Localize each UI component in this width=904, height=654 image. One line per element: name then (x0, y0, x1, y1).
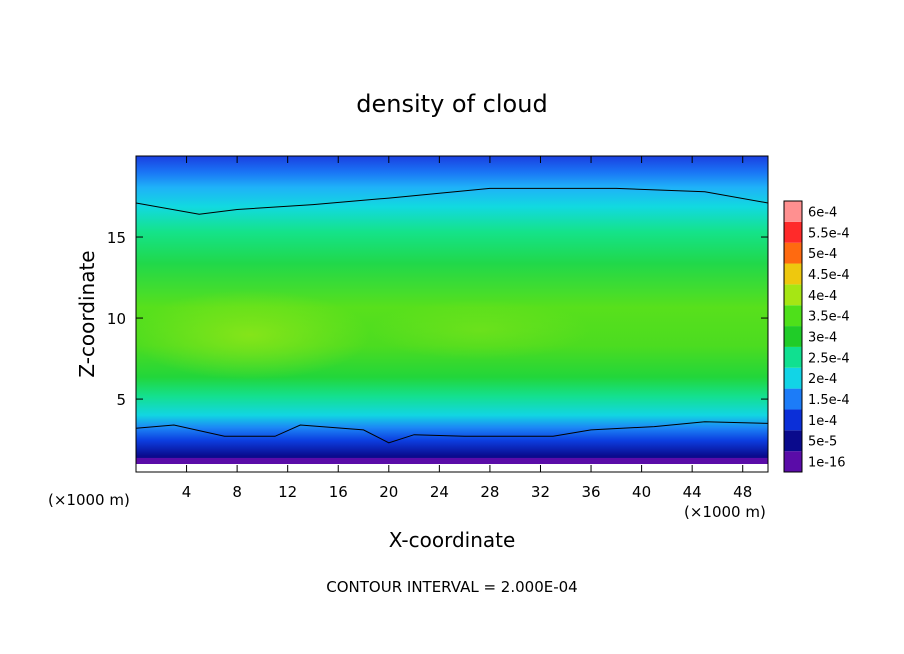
ground-band (136, 458, 768, 464)
colorbar-swatch (784, 451, 802, 472)
x-tick-label: 48 (733, 483, 752, 501)
density-core-secondary (370, 300, 590, 360)
x-tick-label: 20 (379, 483, 398, 501)
contour-line-upper (136, 187, 768, 215)
x-tick-label: 12 (278, 483, 297, 501)
colorbar-swatch (784, 409, 802, 431)
chart-title: density of cloud (356, 90, 547, 118)
colorbar-swatch (784, 430, 802, 452)
colorbar-label: 1.5e-4 (808, 393, 850, 408)
colorbar-swatch (784, 388, 802, 410)
colorbar-swatch (784, 242, 802, 264)
colorbar-label: 6e-4 (808, 205, 837, 220)
colorbar-swatch (784, 284, 802, 306)
y-axis: 5 10 15 (107, 229, 768, 409)
x-tick-label: 28 (480, 483, 499, 501)
x-tick-label: 8 (232, 483, 242, 501)
y-tick-label: 5 (116, 391, 126, 409)
ground-surface (136, 464, 768, 472)
x-unit-left: (×1000 m) (48, 491, 130, 509)
contour-lines (136, 187, 768, 444)
colorbar-label: 4e-4 (808, 289, 837, 304)
colorbar-label: 3e-4 (808, 331, 837, 346)
colorbar-swatch (784, 367, 802, 389)
y-axis-label: Z-coordinate (75, 250, 99, 377)
y-tick-label: 15 (107, 229, 126, 247)
plot-frame (135, 155, 769, 473)
density-core (136, 290, 370, 380)
x-tick-label: 32 (531, 483, 550, 501)
x-axis-label: X-coordinate (389, 528, 516, 552)
plot-area (136, 156, 768, 472)
y-tick-label: 10 (107, 310, 126, 328)
colorbar-label: 3.5e-4 (808, 310, 850, 325)
colorbar-label: 1e-16 (808, 456, 846, 471)
x-tick-label: 24 (430, 483, 449, 501)
colorbar-label: 2.5e-4 (808, 351, 850, 366)
colorbar-label: 4.5e-4 (808, 268, 850, 283)
colorbar-label: 2e-4 (808, 372, 837, 387)
contour-interval-note: CONTOUR INTERVAL = 2.000E-04 (326, 578, 577, 596)
colorbar-swatch (784, 201, 802, 222)
x-tick-label: 36 (581, 483, 600, 501)
colorbar-label: 5e-5 (808, 435, 837, 450)
colorbar-swatch (784, 326, 802, 347)
colorbar-swatch (784, 305, 802, 327)
x-tick-label: 4 (182, 483, 192, 501)
x-tick-label: 44 (683, 483, 702, 501)
x-axis: 4 8 12 16 20 24 28 32 36 40 44 48 (182, 156, 752, 501)
colorbar-swatch (784, 263, 802, 285)
colorbar-swatch (784, 346, 802, 368)
colorbar-label: 5.5e-4 (808, 226, 850, 241)
x-unit-right: (×1000 m) (684, 503, 766, 521)
colorbar-label: 1e-4 (808, 414, 837, 429)
x-tick-label: 40 (632, 483, 651, 501)
x-tick-label: 16 (329, 483, 348, 501)
colorbar-label: 5e-4 (808, 247, 837, 262)
colorbar-swatch (784, 221, 802, 243)
colorbar: 1e-16 5e-5 1e-4 1.5e-4 2e-4 2.5e-4 3e-4 3.5e-4 4… (783, 200, 850, 473)
contour-line-lower (136, 421, 768, 444)
colorbar-frame (783, 200, 803, 473)
